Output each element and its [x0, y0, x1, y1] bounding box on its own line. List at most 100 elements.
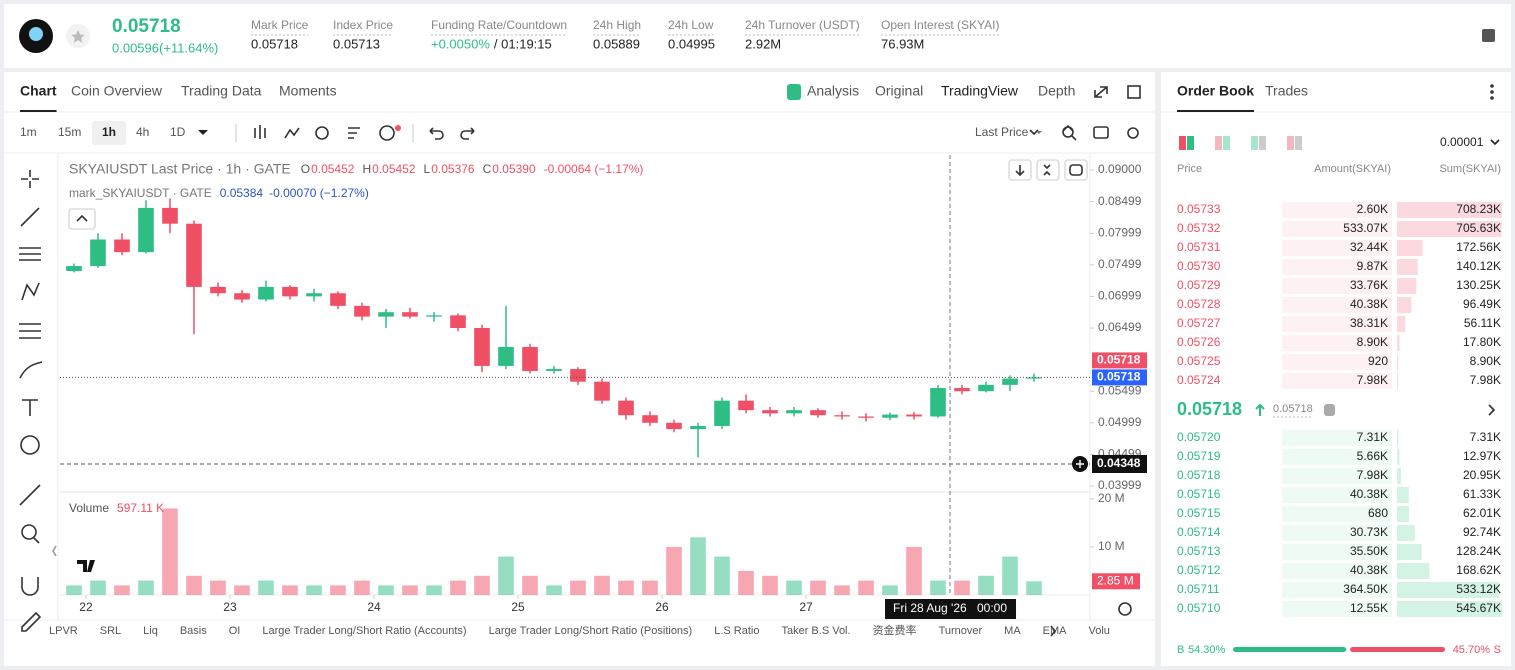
indicator-tab[interactable]: 资金费率: [873, 623, 917, 637]
amount-bg: [1282, 544, 1392, 560]
ob-amount: 364.50K: [1343, 582, 1388, 596]
candle-body: [834, 415, 850, 417]
indicator-tab[interactable]: L.S Ratio: [714, 625, 759, 637]
candle-body: [234, 293, 250, 300]
volume-bar: [690, 537, 706, 595]
stat-label: Funding Rate/Countdown: [431, 18, 567, 32]
last-price-tag-label: 0.05718: [1097, 353, 1141, 367]
amount-bg: [1282, 297, 1392, 313]
crosshair-add-icon: [1076, 460, 1084, 469]
view-tab[interactable]: Depth: [1038, 83, 1075, 99]
view-tab[interactable]: TradingView: [941, 83, 1019, 99]
volume-bar: [426, 585, 442, 595]
stat-label: Mark Price: [251, 18, 309, 32]
y-tick-label: 0.03999: [1098, 478, 1142, 492]
indicator-tab[interactable]: EMA: [1043, 625, 1068, 637]
candle-body: [378, 312, 394, 317]
y-tick-label: 0.04999: [1098, 415, 1142, 429]
x-tick-label: 24: [367, 600, 381, 614]
ob-amount: 5.66K: [1357, 449, 1388, 463]
precision[interactable]: 0.00001: [1440, 135, 1484, 149]
tab-underline: [1177, 110, 1255, 112]
ob-price: 0.05724: [1177, 373, 1221, 387]
indicator-tab[interactable]: Basis: [180, 625, 207, 637]
notes-icon[interactable]: [1482, 29, 1495, 42]
ob-sum: 7.98K: [1470, 373, 1501, 387]
indicator-tab[interactable]: LPVR: [49, 625, 78, 637]
depth-bar: [1397, 506, 1409, 522]
indicator-tab[interactable]: Volu: [1089, 625, 1110, 637]
ob-sum: 61.33K: [1463, 487, 1501, 501]
volume-bar: [906, 546, 922, 595]
indicator-tab[interactable]: Liq: [143, 625, 158, 637]
amount-bg: [1282, 278, 1392, 294]
ob-amount: 680: [1368, 506, 1388, 520]
volume-bar: [258, 580, 274, 595]
ob-amount: 30.73K: [1350, 525, 1388, 539]
indicator-tab[interactable]: Turnover: [939, 625, 983, 637]
volume-bar: [954, 580, 970, 595]
view-tab[interactable]: Analysis: [807, 83, 859, 99]
ob-sum: 533.12K: [1456, 582, 1501, 596]
indicator-tab[interactable]: Large Trader Long/Short Ratio (Positions…: [489, 625, 693, 637]
volume-bar: [354, 580, 370, 595]
volume-bar: [402, 585, 418, 595]
candle-body: [426, 315, 442, 317]
indicator-tab[interactable]: SRL: [100, 625, 121, 637]
ob-mid-mark: 0.05718: [1273, 403, 1313, 415]
candle-body: [498, 346, 514, 366]
interval[interactable]: 1m: [20, 125, 37, 139]
indicator-tab[interactable]: Taker B.S Vol.: [781, 625, 850, 637]
candle-body: [66, 266, 82, 272]
ob-tab[interactable]: Trades: [1265, 83, 1308, 99]
chart-tab[interactable]: Chart: [20, 83, 57, 99]
stat-value: 0.05889: [593, 36, 640, 51]
candle-body: [906, 414, 922, 417]
ob-tab[interactable]: Order Book: [1177, 83, 1254, 99]
indicator-tab[interactable]: Large Trader Long/Short Ratio (Accounts): [262, 625, 466, 637]
price-change: 0.00596(+11.64%): [112, 40, 218, 55]
chart-tab[interactable]: Moments: [279, 83, 337, 99]
stat-label: 24h Low: [668, 18, 714, 32]
indicator-tab[interactable]: MA: [1004, 625, 1021, 637]
ob-price: 0.05728: [1177, 297, 1221, 311]
y-tick-label: 0.08499: [1098, 194, 1142, 208]
ob-price: 0.05729: [1177, 278, 1221, 292]
legend-value: 0.05376: [431, 162, 475, 176]
depth-bar: [1397, 544, 1422, 560]
ob-sum: 140.12K: [1456, 259, 1501, 273]
interval[interactable]: 15m: [58, 125, 81, 139]
tab-underline: [20, 110, 57, 112]
ratio-buy: 54.30%: [1188, 644, 1226, 656]
chart-tab[interactable]: Trading Data: [181, 83, 262, 99]
interval[interactable]: 4h: [136, 125, 149, 139]
amount-bg: [1282, 354, 1392, 370]
amount-bg: [1282, 240, 1392, 256]
y-tick-label: 0.07499: [1098, 257, 1142, 271]
chart-tab[interactable]: Coin Overview: [71, 83, 163, 99]
amount-bg: [1282, 202, 1392, 218]
caret[interactable]: [198, 130, 208, 135]
ob-sum: 705.63K: [1456, 221, 1501, 235]
col-header: Sum(SKYAI): [1439, 163, 1501, 175]
depth-bar: [1397, 259, 1418, 275]
plot: [60, 198, 1090, 595]
ob-price: 0.05712: [1177, 563, 1221, 577]
mark-legend-title: mark_SKYAIUSDT · GATE: [69, 186, 212, 200]
indicator-tab[interactable]: OI: [229, 625, 241, 637]
depth-bar: [1397, 487, 1409, 503]
price-type[interactable]: Last Price: [975, 125, 1029, 139]
candle-body: [642, 415, 658, 423]
legend-change: -0.00064 (−1.17%): [544, 162, 644, 176]
candle-body: [306, 293, 322, 297]
volume-bar: [234, 585, 250, 595]
view-tab[interactable]: Original: [875, 83, 923, 99]
volume-title: Volume: [69, 501, 109, 515]
ratio-sell: 45.70%: [1453, 644, 1491, 656]
interval[interactable]: 1D: [170, 125, 186, 139]
interval[interactable]: 1h: [102, 125, 116, 139]
volume-bar: [978, 575, 994, 595]
ob-sum: 8.90K: [1470, 354, 1501, 368]
amount-bg: [1282, 468, 1392, 484]
